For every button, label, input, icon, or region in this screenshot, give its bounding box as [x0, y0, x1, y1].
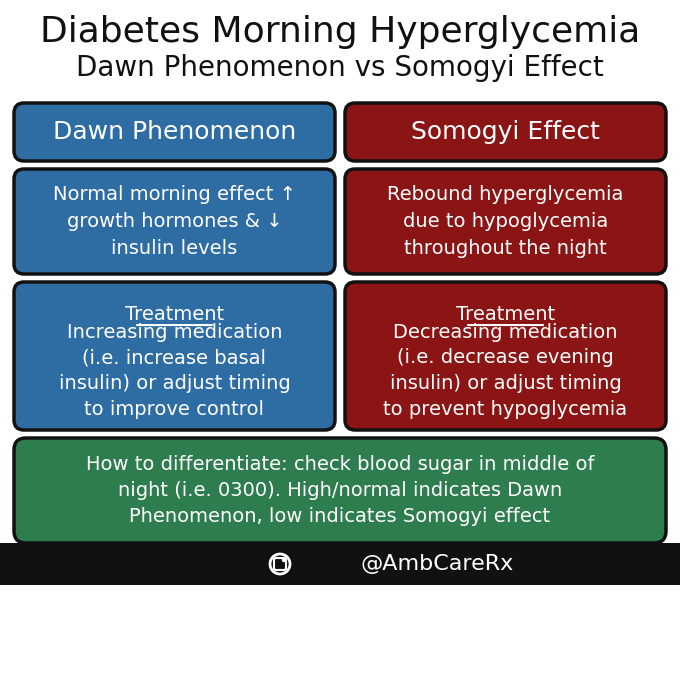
FancyBboxPatch shape [345, 103, 666, 161]
FancyBboxPatch shape [345, 169, 666, 274]
Circle shape [282, 558, 286, 562]
FancyBboxPatch shape [345, 282, 666, 430]
FancyBboxPatch shape [14, 282, 335, 430]
Text: Normal morning effect ↑
growth hormones & ↓
insulin levels: Normal morning effect ↑ growth hormones … [53, 186, 296, 258]
FancyBboxPatch shape [14, 103, 335, 161]
FancyBboxPatch shape [14, 438, 666, 543]
Text: Treatment: Treatment [456, 305, 555, 324]
Text: Treatment: Treatment [125, 305, 224, 324]
Text: Dawn Phenomenon vs Somogyi Effect: Dawn Phenomenon vs Somogyi Effect [76, 54, 604, 82]
Text: Diabetes Morning Hyperglycemia: Diabetes Morning Hyperglycemia [40, 15, 640, 49]
Bar [0, 543, 680, 585]
Text: Decreasing medication
(i.e. decrease evening
insulin) or adjust timing
to preven: Decreasing medication (i.e. decrease eve… [384, 323, 628, 419]
Text: Increasing medication
(i.e. increase basal
insulin) or adjust timing
to improve : Increasing medication (i.e. increase bas… [58, 323, 290, 419]
Text: Somogyi Effect: Somogyi Effect [411, 120, 600, 144]
Text: Rebound hyperglycemia
due to hypoglycemia
throughout the night: Rebound hyperglycemia due to hypoglycemi… [388, 186, 624, 258]
Text: How to differentiate: check blood sugar in middle of
night (i.e. 0300). High/nor: How to differentiate: check blood sugar … [86, 454, 594, 526]
Text: @AmbCareRx: @AmbCareRx [360, 554, 513, 574]
FancyBboxPatch shape [14, 169, 335, 274]
Text: Dawn Phenomenon: Dawn Phenomenon [53, 120, 296, 144]
